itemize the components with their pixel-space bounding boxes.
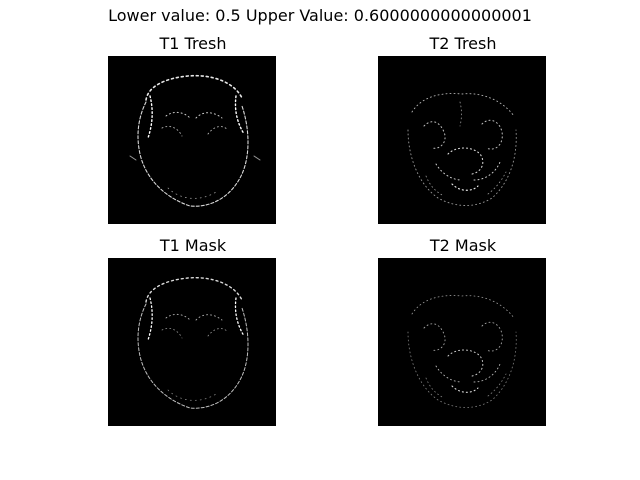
t1-threshold-image <box>108 56 276 224</box>
panel-title: T2 Tresh <box>429 34 497 53</box>
t1-mask-image <box>108 258 276 426</box>
panel-t2-tresh: T2 Tresh <box>378 34 548 224</box>
t2-mask-image <box>378 258 546 426</box>
panel-t1-tresh: T1 Tresh <box>108 34 278 224</box>
panel-title: T1 Tresh <box>159 34 227 53</box>
panel-t2-mask: T2 Mask <box>378 236 548 426</box>
t2-threshold-image <box>378 56 546 224</box>
panel-t1-mask: T1 Mask <box>108 236 278 426</box>
figure-suptitle: Lower value: 0.5 Upper Value: 0.60000000… <box>108 6 532 25</box>
panel-title: T1 Mask <box>159 236 227 255</box>
panel-title: T2 Mask <box>429 236 497 255</box>
